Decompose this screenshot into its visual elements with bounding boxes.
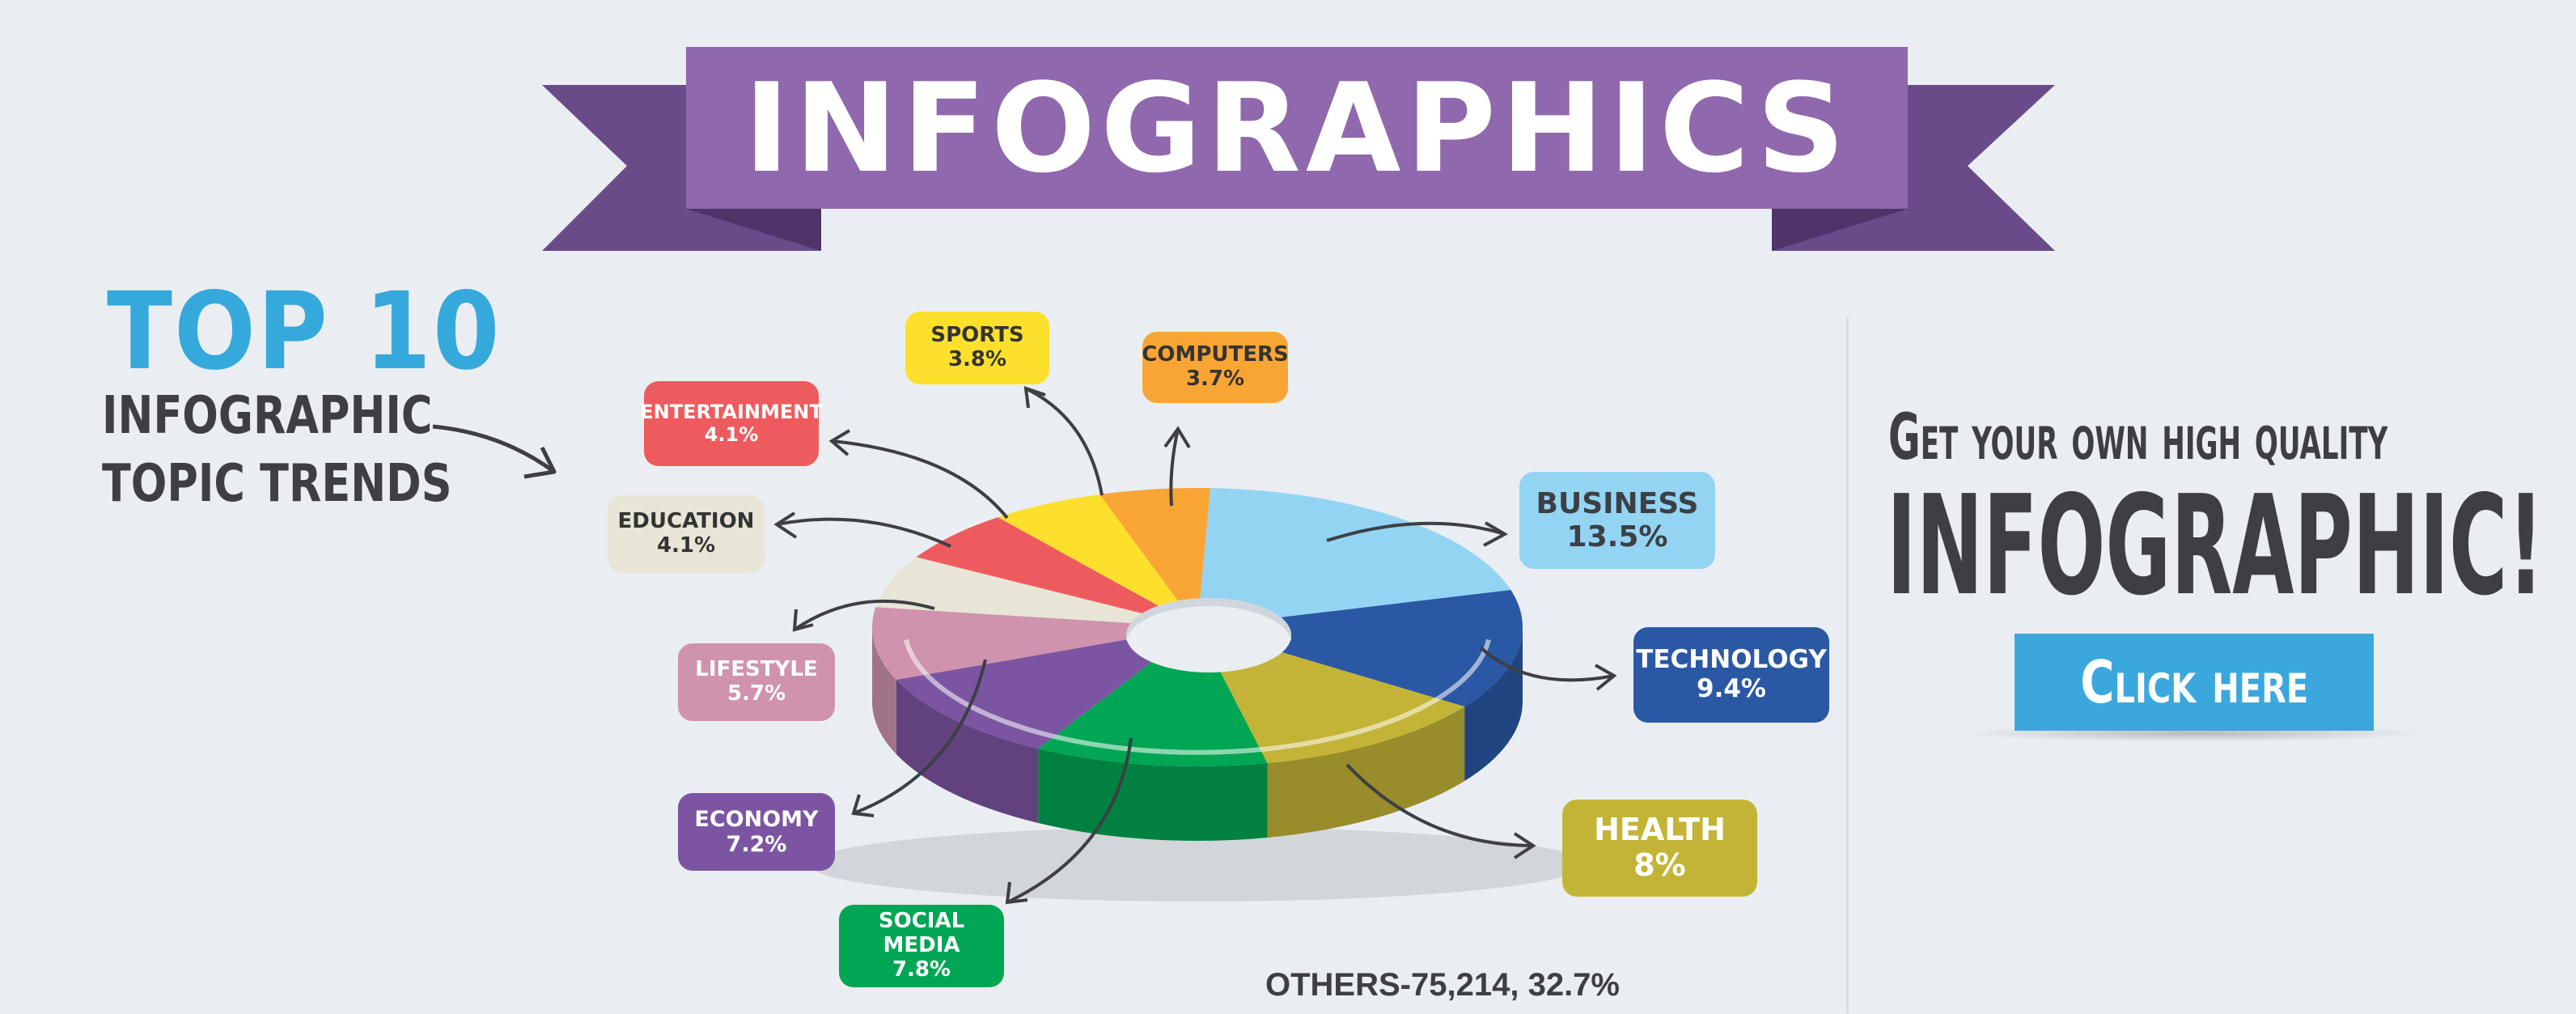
label-education: EDUCATION 4.1%: [608, 495, 765, 573]
label-lifestyle-value: 5.7%: [727, 681, 786, 706]
label-lifestyle-name: LIFESTYLE: [695, 657, 818, 682]
pie-shadow: [809, 827, 1586, 902]
label-business-name: BUSINESS: [1536, 486, 1699, 520]
arrow-technology: [1479, 646, 1615, 682]
arrow-education: [776, 517, 951, 548]
label-social-media-name: SOCIAL MEDIA: [878, 909, 965, 958]
pie-slice-computers: [1099, 488, 1211, 627]
ribbon-left-fold: [686, 209, 821, 251]
arrow-computers: [1169, 428, 1180, 507]
arrow-lifestyle: [793, 599, 935, 631]
click-here-label: Click here: [2080, 648, 2308, 716]
pie-slice-entertainment: [916, 517, 1197, 627]
pie-slice-business: [1197, 488, 1511, 627]
pie-hole: [1126, 598, 1291, 672]
label-social-media: SOCIAL MEDIA 7.8%: [839, 905, 1004, 987]
label-business: BUSINESS 13.5%: [1519, 472, 1715, 569]
others-label: OTHERS-75,214, 32.7%: [1265, 967, 1620, 1003]
arrow-sports: [1025, 387, 1104, 496]
click-here-button[interactable]: Click here: [2015, 634, 2374, 731]
label-sports: SPORTS 3.8%: [905, 312, 1049, 384]
label-technology-name: TECHNOLOGY: [1636, 645, 1827, 675]
pie-side-health: [1267, 706, 1465, 838]
pie-slice-lifestyle: [872, 607, 1197, 680]
label-computers-name: COMPUTERS: [1142, 342, 1289, 367]
title-ribbon: [542, 47, 2055, 251]
arrow-health: [1345, 763, 1534, 847]
label-health-name: HEALTH: [1594, 812, 1726, 848]
panel-divider: [1846, 317, 1849, 1013]
arrow-social-media: [1006, 737, 1133, 904]
top10-heading: TOP 10: [107, 269, 502, 394]
label-education-name: EDUCATION: [617, 509, 755, 534]
label-sports-value: 3.8%: [947, 347, 1007, 371]
pie-hole-wall: [1126, 598, 1291, 643]
pie-slice-sports: [998, 494, 1197, 627]
label-technology-value: 9.4%: [1697, 674, 1766, 703]
label-computers: COMPUTERS 3.7%: [1142, 332, 1289, 403]
pie-slice-economy: [896, 627, 1197, 749]
label-health: HEALTH 8%: [1562, 800, 1757, 897]
label-business-value: 13.5%: [1566, 520, 1668, 554]
banner-title: INFOGRAPHICS: [744, 56, 1850, 200]
pie-slice-education: [875, 557, 1197, 627]
label-education-value: 4.1%: [656, 533, 716, 558]
pie-side-technology: [1464, 627, 1523, 782]
pie-rim-highlight: [904, 639, 1491, 755]
headline-arrow: [432, 424, 557, 479]
label-health-value: 8%: [1633, 847, 1686, 883]
label-social-media-value: 7.8%: [892, 957, 951, 982]
label-technology: TECHNOLOGY 9.4%: [1633, 627, 1829, 723]
arrow-entertainment: [831, 439, 1009, 520]
ribbon-main: [686, 47, 1908, 209]
headline-line2: TOPIC TRENDS: [102, 454, 452, 514]
label-entertainment-name: ENTERTAINMENT: [640, 400, 823, 423]
arrow-business: [1326, 521, 1506, 542]
headline-line1: INFOGRAPHIC: [102, 386, 433, 446]
label-entertainment-value: 4.1%: [704, 422, 759, 446]
label-economy: ECONOMY 7.2%: [678, 793, 835, 871]
ribbon-right-fold: [1772, 209, 1908, 251]
pie-side-lifestyle: [872, 627, 896, 754]
label-entertainment: ENTERTAINMENT 4.1%: [640, 381, 823, 466]
pie-side-social-media: [1038, 748, 1268, 841]
pie-side-economy: [896, 679, 1039, 823]
label-economy-value: 7.2%: [726, 832, 787, 857]
arrow-economy: [853, 659, 987, 815]
label-computers-value: 3.7%: [1185, 367, 1245, 391]
label-economy-name: ECONOMY: [694, 806, 819, 832]
label-lifestyle: LIFESTYLE 5.7%: [678, 643, 835, 721]
label-sports-name: SPORTS: [930, 323, 1024, 348]
cta-line2: INFOGRAPHIC!: [1887, 466, 2544, 626]
cta-line1: Get your own high quality: [1888, 401, 2388, 474]
